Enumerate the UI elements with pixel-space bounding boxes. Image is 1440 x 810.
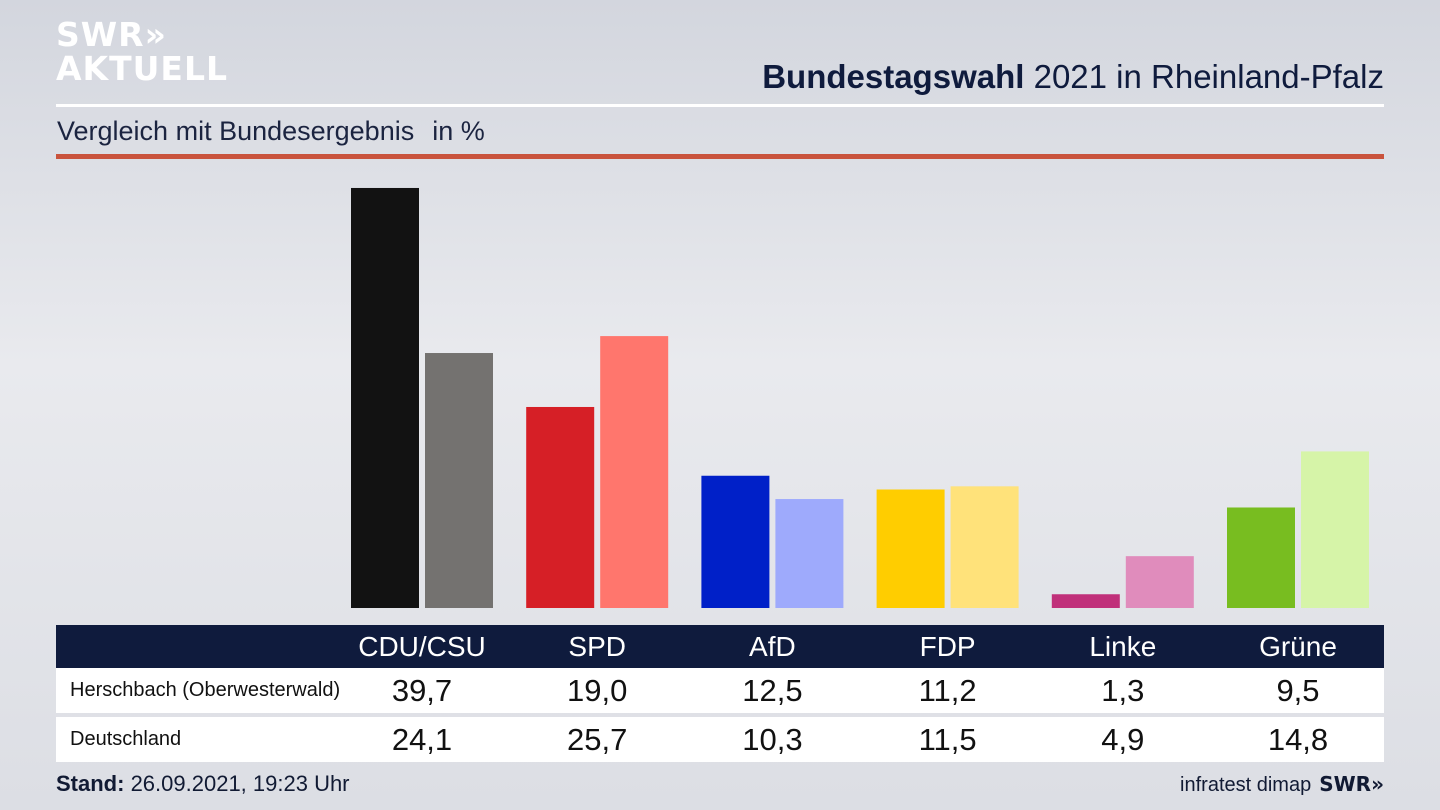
value-local: 39,7 <box>391 672 453 708</box>
bar-local-1 <box>526 406 595 608</box>
logo-line-1: SWR» <box>56 15 167 54</box>
bar-national-3 <box>950 486 1019 608</box>
swr-brand-logo: SWR» <box>1319 772 1384 796</box>
value-local: 12,5 <box>742 672 803 708</box>
bar-local-5 <box>1227 507 1295 608</box>
bar-local-4 <box>1051 594 1120 608</box>
source-label: infratest dimap <box>1180 774 1312 796</box>
party-label: SPD <box>568 630 626 662</box>
stand-label: Stand: <box>56 771 125 796</box>
accent-divider <box>56 154 1384 159</box>
timestamp: Stand: 26.09.2021, 19:23 Uhr <box>56 771 350 797</box>
table-row: Herschbach (Oberwesterwald) 39,7 19,0 12,5… <box>56 668 1384 713</box>
bar-national-2 <box>775 499 844 608</box>
value-local: 11,2 <box>918 672 977 708</box>
row-label-national: Deutschland <box>70 728 182 750</box>
chart-subtitle: Vergleich mit Bundesergebnis in % <box>57 116 485 147</box>
value-national: 4,9 <box>1101 721 1145 757</box>
row-label-local: Herschbach (Oberwesterwald) <box>70 679 341 701</box>
bar-local-2 <box>701 475 770 608</box>
bar-local-3 <box>876 489 945 608</box>
stand-value: 26.09.2021, 19:23 Uhr <box>124 771 350 796</box>
table-row: Deutschland 24,1 25,7 10,3 11,5 4,9 14,8 <box>56 717 1384 762</box>
page-title: Bundestagswahl 2021 in Rheinland-Pfalz <box>762 58 1384 96</box>
party-label: Grüne <box>1259 630 1337 662</box>
header-divider <box>56 104 1384 107</box>
swr-aktuell-logo: SWR» AKTUELL <box>56 18 228 86</box>
source-credit: infratest dimap SWR» <box>1180 772 1384 797</box>
value-local: 1,3 <box>1101 672 1145 708</box>
results-table: CDU/CSU SPD AfD FDP Linke Grüne Herschbach (O… <box>56 625 1384 762</box>
value-national: 14,8 <box>1267 721 1329 757</box>
value-national: 24,1 <box>391 721 453 757</box>
bar-national-1 <box>600 336 669 608</box>
bar-national-4 <box>1125 556 1194 608</box>
value-local: 9,5 <box>1276 672 1320 708</box>
title-bold: Bundestagswahl <box>762 58 1025 95</box>
unit-label: in % <box>432 116 485 146</box>
value-local: 19,0 <box>567 672 628 708</box>
value-national: 11,5 <box>918 721 977 757</box>
table-header: CDU/CSU SPD AfD FDP Linke Grüne <box>56 625 1384 668</box>
bar-national-0 <box>425 353 493 608</box>
bar-national-5 <box>1301 451 1369 608</box>
value-national: 25,7 <box>567 721 628 757</box>
party-label: Linke <box>1089 630 1157 662</box>
party-label: CDU/CSU <box>358 630 486 662</box>
logo-line-2: AKTUELL <box>56 49 229 88</box>
party-label: FDP <box>919 630 976 662</box>
value-national: 10,3 <box>742 721 803 757</box>
subtitle-text: Vergleich mit Bundesergebnis <box>57 116 415 146</box>
bar-local-0 <box>351 187 419 608</box>
party-label: AfD <box>749 630 796 662</box>
title-rest: 2021 in Rheinland-Pfalz <box>1024 58 1384 95</box>
